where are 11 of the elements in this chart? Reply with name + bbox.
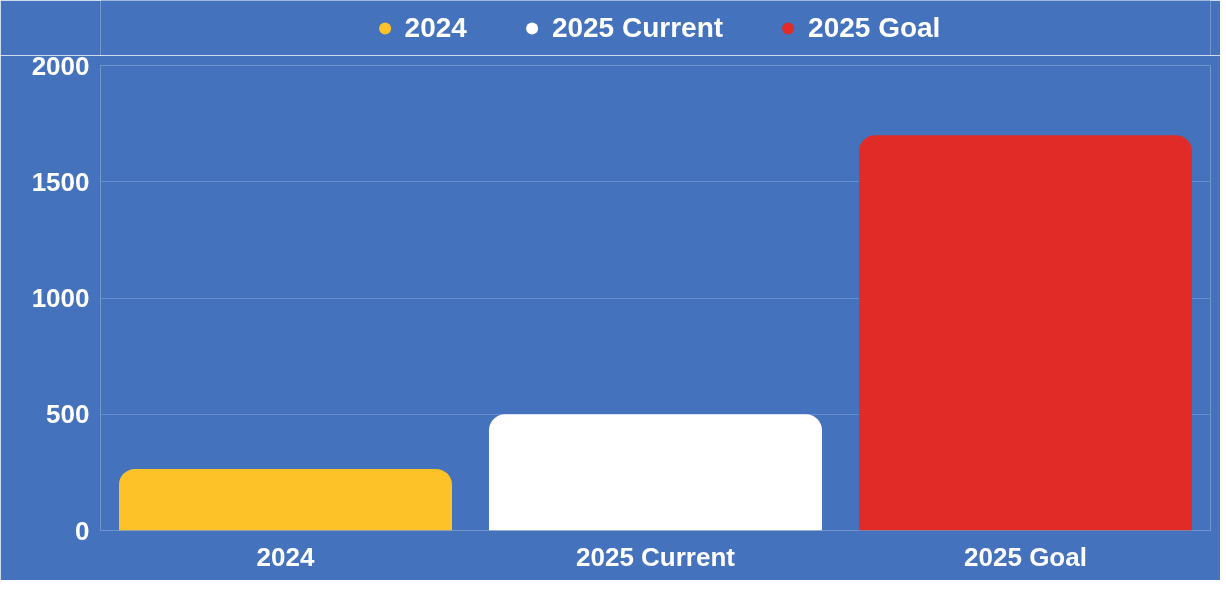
y-tick-label: 2000 (31, 50, 90, 81)
x-tick-label: 2025 Current (576, 541, 736, 572)
legend-label: 2025 Goal (808, 11, 941, 44)
y-tick-label: 0 (75, 515, 90, 546)
y-tick-label: 1500 (31, 166, 90, 197)
y-tick-label: 500 (46, 399, 90, 430)
x-tick-label: 2024 (256, 541, 315, 572)
legend-label: 2024 (404, 11, 467, 44)
y-tick-label: 1000 (31, 283, 90, 313)
legend-label: 2025 Current (551, 11, 724, 44)
x-tick-label: 2025 Goal (964, 541, 1087, 572)
